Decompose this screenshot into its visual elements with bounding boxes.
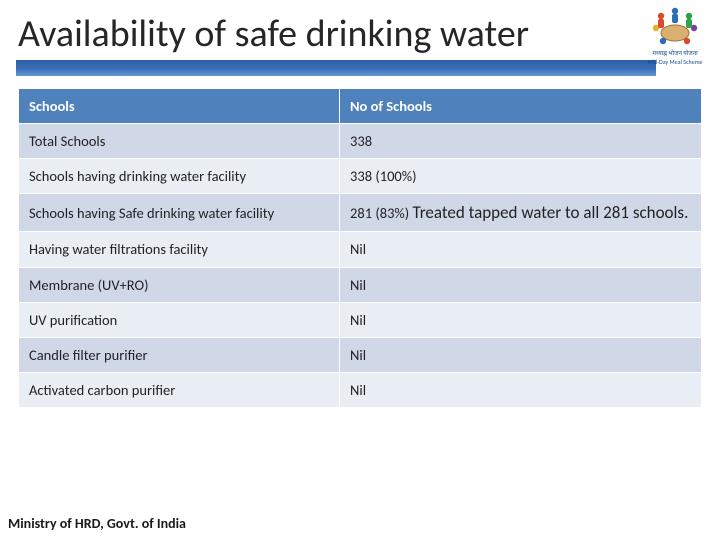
row-label: Total Schools: [19, 123, 340, 158]
row-value: 338 (100%): [340, 159, 702, 194]
row-value: Nil: [340, 232, 702, 267]
row-label: Schools having drinking water facility: [19, 159, 340, 194]
logo-caption-line1: मध्याह्न भोजन योजना: [640, 50, 710, 57]
logo-caption-line2: Mid-Day Meal Scheme: [640, 59, 710, 66]
row-label: Having water filtrations facility: [19, 232, 340, 267]
table-row: Total Schools 338: [19, 123, 702, 158]
schools-table: Schools No of Schools Total Schools 338 …: [18, 88, 702, 408]
row-value: Nil: [340, 267, 702, 302]
title-bar: Availability of safe drinking water मध्य…: [0, 0, 720, 76]
row-label: Schools having Safe drinking water facil…: [19, 194, 340, 232]
col-schools: Schools: [19, 88, 340, 123]
row-value: Nil: [340, 337, 702, 372]
table-row: Schools having drinking water facility 3…: [19, 159, 702, 194]
row-value: 338: [340, 123, 702, 158]
page-title: Availability of safe drinking water: [18, 14, 720, 56]
footer-text: Ministry of HRD, Govt. of India: [8, 515, 186, 532]
row-label: Membrane (UV+RO): [19, 267, 340, 302]
title-underline: [16, 60, 656, 76]
table-row: Candle filter purifier Nil: [19, 337, 702, 372]
col-no-of-schools: No of Schools: [340, 88, 702, 123]
people-circle-icon: [649, 6, 701, 48]
table-header-row: Schools No of Schools: [19, 88, 702, 123]
table-row: UV purification Nil: [19, 302, 702, 337]
row-label: UV purification: [19, 302, 340, 337]
row-value: Nil: [340, 302, 702, 337]
table-row: Having water filtrations facility Nil: [19, 232, 702, 267]
table-row: Membrane (UV+RO) Nil: [19, 267, 702, 302]
row-value-note: Treated tapped water to all 281 schools.: [412, 202, 688, 223]
row-label: Candle filter purifier: [19, 337, 340, 372]
table-container: Schools No of Schools Total Schools 338 …: [0, 76, 720, 408]
row-value-prefix: 281 (83%): [350, 204, 412, 222]
table-row: Activated carbon purifier Nil: [19, 372, 702, 407]
scheme-logo: मध्याह्न भोजन योजना Mid-Day Meal Scheme: [640, 6, 710, 76]
row-value: Nil: [340, 372, 702, 407]
row-value: 281 (83%) Treated tapped water to all 28…: [340, 194, 702, 232]
table-row: Schools having Safe drinking water facil…: [19, 194, 702, 232]
row-label: Activated carbon purifier: [19, 372, 340, 407]
